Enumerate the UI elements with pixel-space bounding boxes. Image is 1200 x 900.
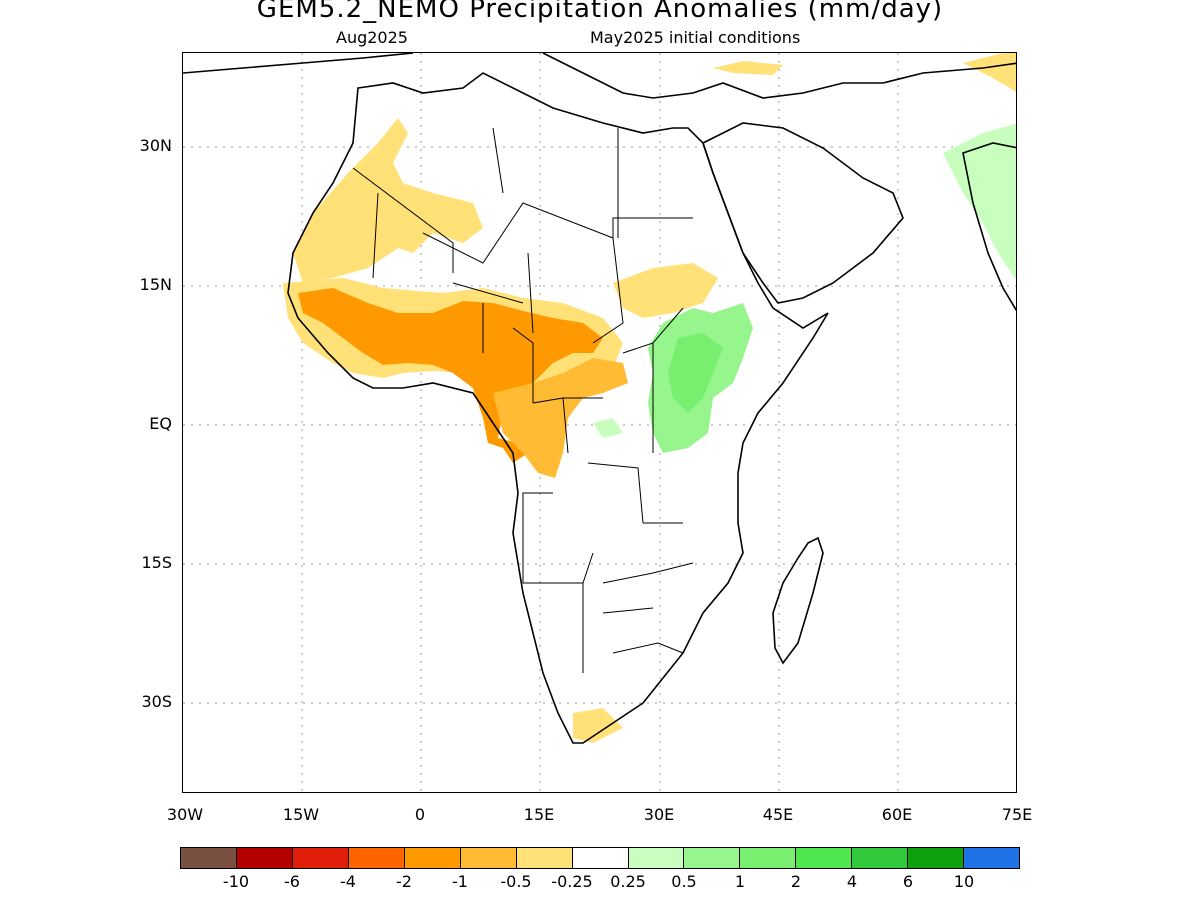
colorbar-swatch — [628, 848, 685, 868]
colorbar-label: 0.5 — [671, 872, 697, 891]
colorbar-label: 6 — [902, 872, 914, 891]
colorbar-swatch — [572, 848, 629, 868]
chart-title: GEM5.2_NEMO Precipitation Anomalies (mm/… — [256, 0, 944, 24]
gridlines — [183, 53, 1016, 792]
colorbar-swatch — [404, 848, 461, 868]
x-label-15e: 15E — [523, 805, 555, 824]
y-label-15s: 15S — [141, 553, 172, 572]
colorbar-label: -6 — [284, 872, 300, 891]
colorbar-swatch — [908, 848, 965, 868]
x-label-15w: 15W — [282, 805, 320, 824]
colorbar-label: 4 — [846, 872, 858, 891]
colorbar-swatch — [292, 848, 349, 868]
x-label-45e: 45E — [762, 805, 794, 824]
colorbar-swatch — [684, 848, 741, 868]
map-svg — [183, 53, 1016, 792]
coastlines — [183, 53, 1016, 744]
y-label-eq: EQ — [149, 414, 172, 433]
x-label-0: 0 — [414, 805, 426, 824]
anomaly-central-africa — [493, 358, 628, 478]
colorbar-swatch — [181, 848, 237, 868]
anomaly-east-africa-core — [668, 333, 723, 413]
colorbar-label: -0.5 — [500, 872, 532, 891]
colorbar-swatch — [516, 848, 573, 868]
anomaly-sahel-core — [298, 288, 603, 463]
y-label-15n: 15N — [139, 275, 172, 294]
valid-month-label: Aug2025 — [336, 28, 408, 47]
y-label-30s: 30S — [141, 692, 172, 711]
colorbar-swatch — [852, 848, 909, 868]
y-label-30n: 30N — [139, 136, 172, 155]
initial-conditions-label: May2025 initial conditions — [590, 28, 801, 47]
colorbar-label: -0.25 — [551, 872, 593, 891]
anomaly-south-africa-light — [573, 708, 623, 743]
x-label-60e: 60E — [881, 805, 913, 824]
arabia-coastline — [702, 122, 904, 304]
x-label-30w: 30W — [166, 805, 204, 824]
anomaly-lake-region-green — [593, 418, 623, 438]
colorbar-label: 1 — [734, 872, 746, 891]
anomaly-north-light — [713, 61, 783, 75]
colorbar-swatch — [348, 848, 405, 868]
x-label-75e: 75E — [1001, 805, 1033, 824]
border-lines — [352, 127, 694, 673]
anomaly-fields — [283, 53, 1016, 743]
colorbar-label: 0.25 — [610, 872, 646, 891]
europe-coastline — [183, 53, 1016, 99]
map-frame — [182, 52, 1017, 793]
colorbar-label: -4 — [340, 872, 356, 891]
colorbar-swatch — [740, 848, 797, 868]
colorbar — [180, 847, 1020, 869]
anomaly-nw-africa-light — [293, 118, 483, 283]
country-borders — [352, 127, 694, 673]
colorbar-label: -1 — [452, 872, 468, 891]
colorbar-swatch — [964, 848, 1020, 868]
colorbar-label: 2 — [790, 872, 802, 891]
anomaly-india-green — [943, 123, 1016, 280]
anomaly-sudan-light — [613, 263, 718, 318]
colorbar-swatch — [796, 848, 853, 868]
anomaly-central-asia-light — [963, 53, 1016, 92]
africa-coastline — [287, 72, 829, 744]
madagascar-coastline — [772, 536, 824, 665]
colorbar-swatch — [236, 848, 293, 868]
colorbar-label: -2 — [396, 872, 412, 891]
colorbar-label: 10 — [953, 872, 975, 891]
colorbar-label: -10 — [222, 872, 250, 891]
india-coastline — [962, 142, 1016, 312]
x-label-30e: 30E — [643, 805, 675, 824]
colorbar-swatch — [460, 848, 517, 868]
